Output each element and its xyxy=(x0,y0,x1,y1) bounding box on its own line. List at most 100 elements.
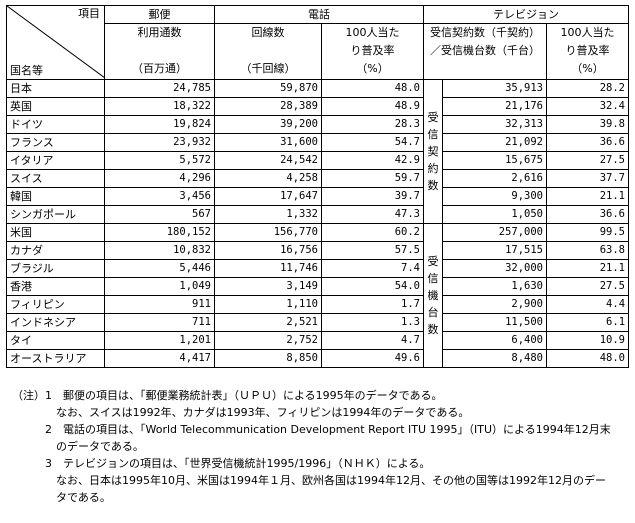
tv-rate: 28.2 xyxy=(545,79,630,98)
phone-rate: 47.3 xyxy=(321,205,424,224)
postal-group-header: 郵便 xyxy=(104,5,215,24)
mail-count: 5,572 xyxy=(104,151,215,170)
table-row: フィリピン 911 1,110 1.7 2,900 4.4 xyxy=(6,295,630,314)
country-name: ブラジル xyxy=(6,259,105,278)
phone-lines: 59,870 xyxy=(214,79,322,98)
phone-rate: 4.7 xyxy=(321,331,424,350)
phone-rate: 54.0 xyxy=(321,277,424,296)
mail-count-header: 利用通数 （百万通） xyxy=(104,23,215,80)
phone-rate: 48.9 xyxy=(321,97,424,116)
tv-count: 8,480 xyxy=(442,349,547,368)
table-row: オーストラリア 4,417 8,850 49.6 8,480 48.0 xyxy=(6,349,630,368)
tv-count: 257,000 xyxy=(442,223,547,242)
phone-lines: 2,521 xyxy=(214,313,322,332)
phone-lines: 1,110 xyxy=(214,295,322,314)
tv-rate: 36.6 xyxy=(545,133,630,152)
table-row: フランス 23,932 31,600 54.7 21,092 36.6 xyxy=(6,133,630,152)
tv-rate: 6.1 xyxy=(545,313,630,332)
table-row: ブラジル 5,446 11,746 7.4 32,000 21.1 xyxy=(6,259,630,278)
phone-rate: 1.3 xyxy=(321,313,424,332)
table-row: タイ 1,201 2,752 4.7 6,400 10.9 xyxy=(6,331,630,350)
country-name: オーストラリア xyxy=(6,349,105,368)
phone-lines: 2,752 xyxy=(214,331,322,350)
country-name: フィリピン xyxy=(6,295,105,314)
tv-rate: 36.6 xyxy=(545,205,630,224)
table-row: ドイツ 19,824 39,200 28.3 32,313 39.8 xyxy=(6,115,630,134)
country-name: 韓国 xyxy=(6,187,105,206)
phone-lines: 3,149 xyxy=(214,277,322,296)
tv-rate: 32.4 xyxy=(545,97,630,116)
tv-rate: 21.1 xyxy=(545,187,630,206)
tv-group-header: テレビジョン xyxy=(422,5,630,24)
tv-rate: 39.8 xyxy=(545,115,630,134)
statistics-table: 項目 国名等 郵便 電話 テレビジョン 利用通数 （百万通） 回線数 （千回線）… xyxy=(6,5,630,368)
tv-count: 9,300 xyxy=(442,187,547,206)
tv-count: 1,630 xyxy=(442,277,547,296)
country-name: 日本 xyxy=(6,79,105,98)
mail-count: 23,932 xyxy=(104,133,215,152)
phone-lines: 24,542 xyxy=(214,151,322,170)
tv-count-header: 受信契約数（千契約） ／受信機台数（千台） xyxy=(423,23,547,80)
tv-count: 15,675 xyxy=(442,151,547,170)
country-name: インドネシア xyxy=(6,313,105,332)
tv-rate: 48.0 xyxy=(545,349,630,368)
phone-rate-header: 100人当た り普及率 （%） xyxy=(321,23,424,80)
mail-count: 3,456 xyxy=(104,187,215,206)
table-row: 韓国 3,456 17,647 39.7 9,300 21.1 xyxy=(6,187,630,206)
tv-count: 35,913 xyxy=(442,79,547,98)
table-row: 米国 180,152 156,770 60.2 受信機台数 257,000 99.5 xyxy=(6,223,630,368)
country-name: ドイツ xyxy=(6,115,105,134)
footnote-line: （注）1 郵便の項目は、「郵便業務統計表」（ＵＰＵ）による1995年のデータであ… xyxy=(12,389,443,402)
phone-rate: 42.9 xyxy=(321,151,424,170)
phone-lines: 8,850 xyxy=(214,349,322,368)
corner-country-label: 国名等 xyxy=(10,64,43,77)
tv-contracts-group-label: 受信契約数 xyxy=(423,79,443,224)
phone-rate: 1.7 xyxy=(321,295,424,314)
phone-rate: 57.5 xyxy=(321,241,424,260)
tv-count: 2,616 xyxy=(442,169,547,188)
country-name: シンガポール xyxy=(6,205,105,224)
phone-lines: 1,332 xyxy=(214,205,322,224)
tv-count: 21,092 xyxy=(442,133,547,152)
phone-group-header: 電話 xyxy=(214,5,424,24)
mail-count: 711 xyxy=(104,313,215,332)
phone-rate: 39.7 xyxy=(321,187,424,206)
mail-count: 180,152 xyxy=(104,223,215,242)
tv-count: 2,900 xyxy=(442,295,547,314)
footnotes: （注）1 郵便の項目は、「郵便業務統計表」（ＵＰＵ）による1995年のデータであ… xyxy=(12,387,632,506)
mail-count: 19,824 xyxy=(104,115,215,134)
phone-lines: 4,258 xyxy=(214,169,322,188)
tv-rate: 63.8 xyxy=(545,241,630,260)
table-row: 日本 24,785 59,870 48.0 受信契約数 35,913 28.2 xyxy=(6,79,630,224)
phone-rate: 49.6 xyxy=(321,349,424,368)
mail-count: 24,785 xyxy=(104,79,215,98)
table-row: 香港 1,049 3,149 54.0 1,630 27.5 xyxy=(6,277,630,296)
mail-count: 1,201 xyxy=(104,331,215,350)
footnote-line: 2 電話の項目は、「World Telecommunication Develo… xyxy=(12,423,611,436)
country-name: 米国 xyxy=(6,223,105,242)
tv-rate: 21.1 xyxy=(545,259,630,278)
phone-rate: 60.2 xyxy=(321,223,424,242)
tv-rate: 4.4 xyxy=(545,295,630,314)
footnote-line: 3 テレビジョンの項目は、「世界受信機統計1995/1996」（ＮＨＫ）による。 xyxy=(12,457,431,470)
table-row: インドネシア 711 2,521 1.3 11,500 6.1 xyxy=(6,313,630,332)
footnote-line: なお、スイスは1992年、カナダは1993年、フィリピンは1994年のデータであ… xyxy=(12,406,470,419)
tv-rate: 27.5 xyxy=(545,151,630,170)
phone-lines: 28,389 xyxy=(214,97,322,116)
mail-count: 18,322 xyxy=(104,97,215,116)
corner-diagonal-line xyxy=(7,6,104,78)
tv-rate: 99.5 xyxy=(545,223,630,242)
tv-count: 21,176 xyxy=(442,97,547,116)
tv-count: 6,400 xyxy=(442,331,547,350)
footnote-line: なお、日本は1995年10月、米国は1994年１月、欧州各国は1994年12月、… xyxy=(12,474,606,487)
phone-rate: 54.7 xyxy=(321,133,424,152)
country-name: タイ xyxy=(6,331,105,350)
country-name: カナダ xyxy=(6,241,105,260)
phone-lines: 39,200 xyxy=(214,115,322,134)
phone-rate: 59.7 xyxy=(321,169,424,188)
country-name: フランス xyxy=(6,133,105,152)
mail-count: 1,049 xyxy=(104,277,215,296)
phone-lines-header: 回線数 （千回線） xyxy=(214,23,322,80)
mail-count: 10,832 xyxy=(104,241,215,260)
tv-rate: 27.5 xyxy=(545,277,630,296)
